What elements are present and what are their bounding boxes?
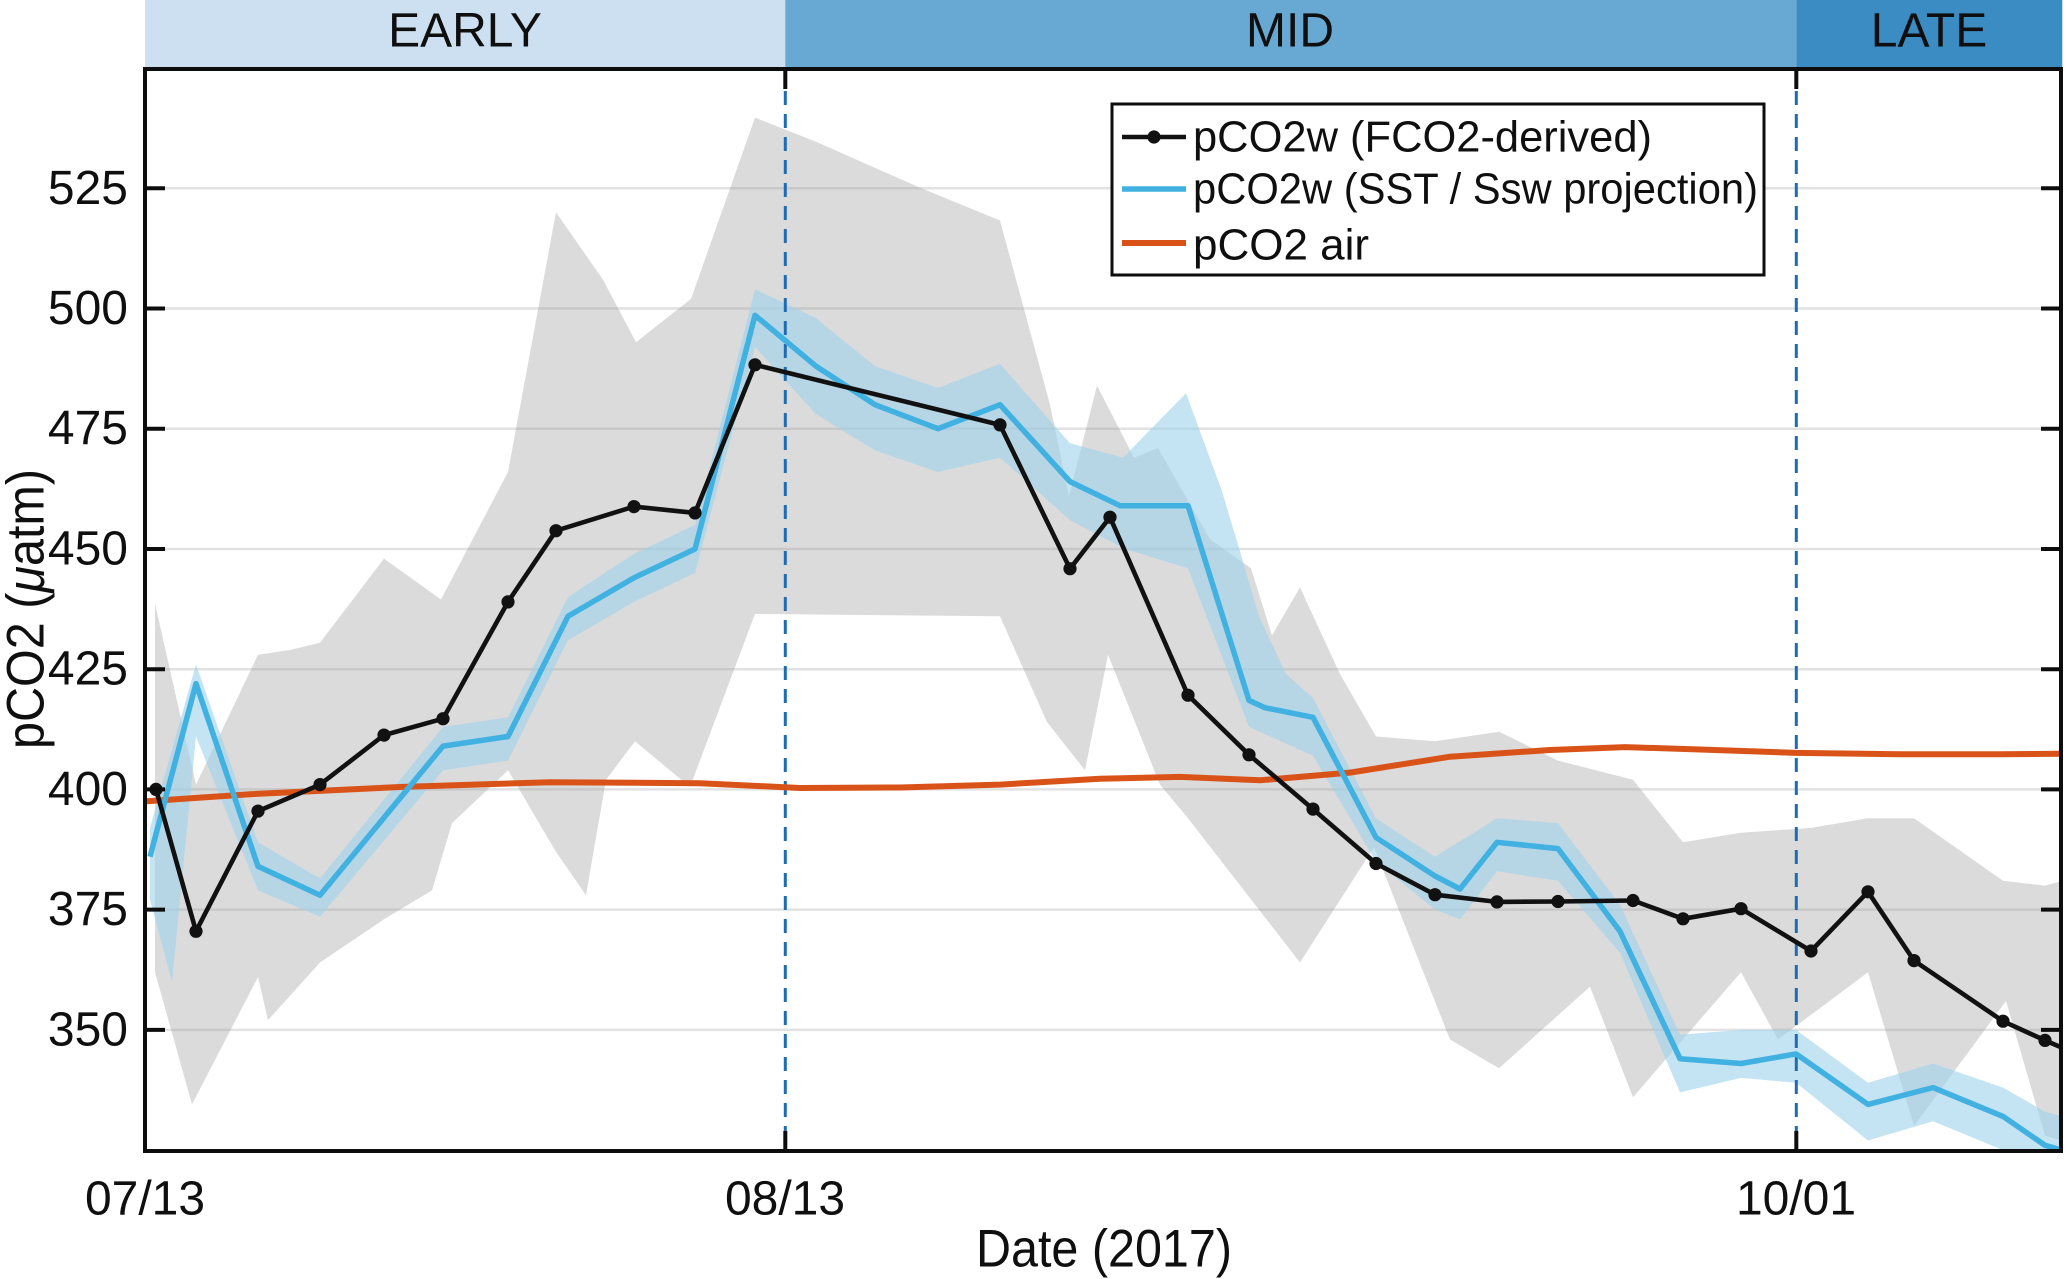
svg-text:pCO2w (SST / Ssw projection): pCO2w (SST / Ssw projection) <box>1193 165 1758 214</box>
svg-text:350: 350 <box>48 1003 128 1056</box>
svg-text:07/13: 07/13 <box>85 1173 205 1226</box>
svg-text:525: 525 <box>48 162 128 215</box>
svg-text:pCO2w (FCO2-derived): pCO2w (FCO2-derived) <box>1193 113 1652 162</box>
svg-text:500: 500 <box>48 282 128 335</box>
svg-text:08/13: 08/13 <box>725 1173 845 1226</box>
svg-text:MID: MID <box>1246 5 1334 58</box>
svg-text:pCO2 air: pCO2 air <box>1193 221 1369 270</box>
svg-text:400: 400 <box>48 763 128 816</box>
svg-text:LATE: LATE <box>1871 5 1987 58</box>
svg-text:375: 375 <box>48 883 128 936</box>
svg-text:pCO2 (μatm): pCO2 (μatm) <box>0 469 56 749</box>
svg-text:475: 475 <box>48 402 128 455</box>
svg-text:Date (2017): Date (2017) <box>976 1220 1232 1279</box>
svg-text:425: 425 <box>48 643 128 696</box>
svg-text:450: 450 <box>48 523 128 576</box>
svg-text:EARLY: EARLY <box>388 5 542 58</box>
svg-text:10/01: 10/01 <box>1736 1173 1856 1226</box>
